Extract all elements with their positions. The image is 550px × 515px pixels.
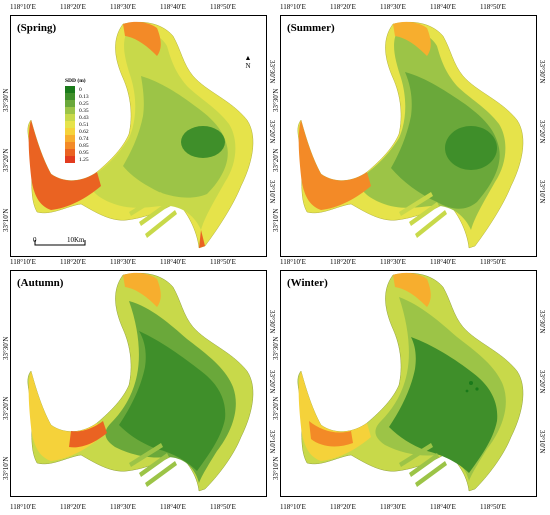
lon-tick: 118°10′E — [10, 503, 36, 511]
legend-swatch — [65, 107, 75, 114]
legend-swatch — [65, 142, 75, 149]
lon-tick: 118°20′E — [330, 503, 356, 511]
lon-tick: 118°40′E — [430, 258, 456, 266]
lake-map-winter — [297, 272, 524, 492]
legend-swatch — [65, 100, 75, 107]
lat-tick: 33°20′N — [538, 120, 546, 144]
lon-tick: 118°30′E — [110, 3, 136, 11]
lake-map-summer — [297, 21, 524, 249]
legend-swatch — [65, 135, 75, 142]
lat-tick: 33°10′N — [268, 180, 276, 204]
map-panel-winter: (Winter) — [280, 270, 537, 497]
lon-tick: 118°30′E — [110, 258, 136, 266]
legend-entry: 0 — [65, 86, 89, 93]
lon-tick: 118°10′E — [280, 3, 306, 11]
lon-tick: 118°30′E — [380, 503, 406, 511]
lat-tick: 33°30′N — [268, 60, 276, 84]
lon-tick: 118°30′E — [380, 3, 406, 11]
scale-start: 0 — [33, 236, 37, 244]
lat-tick: 33°20′N — [268, 120, 276, 144]
lon-tick: 118°10′E — [10, 258, 36, 266]
lat-tick: 33°30′N — [538, 310, 546, 334]
sdd-legend: SDD (m) 0 0.13 0.25 0.35 0.43 0.51 0.62 … — [65, 78, 89, 163]
lat-tick: 33°30′N — [538, 60, 546, 84]
north-arrow: ▲ N — [241, 54, 255, 70]
lon-tick: 118°10′E — [280, 258, 306, 266]
season-label: (Winter) — [287, 277, 328, 289]
lat-tick: 33°30′N — [268, 310, 276, 334]
lon-tick: 118°30′E — [110, 503, 136, 511]
lon-tick: 118°10′E — [280, 503, 306, 511]
lat-tick: 33°30′N — [2, 88, 10, 112]
legend-swatch — [65, 93, 75, 100]
lat-tick: 33°30′N — [2, 336, 10, 360]
lat-tick: 33°30′N — [272, 336, 280, 360]
legend-swatch — [65, 128, 75, 135]
legend-title: SDD (m) — [65, 78, 86, 84]
lat-tick: 33°30′N — [272, 88, 280, 112]
lon-tick: 118°40′E — [160, 3, 186, 11]
lon-tick: 118°50′E — [210, 503, 236, 511]
season-label: (Summer) — [287, 22, 335, 34]
lat-tick: 33°10′N — [538, 430, 546, 454]
lat-tick: 33°20′N — [538, 370, 546, 394]
lon-tick: 118°50′E — [480, 258, 506, 266]
lat-tick: 33°20′N — [272, 148, 280, 172]
lon-tick: 118°30′E — [380, 258, 406, 266]
lat-tick: 33°20′N — [2, 396, 10, 420]
legend-swatch — [65, 114, 75, 121]
lat-tick: 33°20′N — [272, 396, 280, 420]
lake-map-spring — [27, 21, 254, 249]
legend-entry: 1.25 — [65, 156, 89, 163]
lon-tick: 118°20′E — [60, 258, 86, 266]
lon-tick: 118°40′E — [430, 3, 456, 11]
lat-tick: 33°10′N — [538, 180, 546, 204]
lon-tick: 118°50′E — [480, 503, 506, 511]
legend-swatch — [65, 156, 75, 163]
legend-entry: 0.43 — [65, 114, 89, 121]
map-panel-autumn: (Autumn) — [10, 270, 267, 497]
lon-tick: 118°50′E — [210, 3, 236, 11]
legend-swatch — [65, 86, 75, 93]
legend-entry: 0.95 — [65, 149, 89, 156]
north-arrow-icon: ▲ — [244, 54, 252, 62]
season-label: (Autumn) — [17, 277, 64, 289]
legend-entry: 0.51 — [65, 121, 89, 128]
legend-entry: 0.25 — [65, 100, 89, 107]
lon-tick: 118°50′E — [480, 3, 506, 11]
lon-tick: 118°20′E — [330, 3, 356, 11]
lat-tick: 33°20′N — [2, 148, 10, 172]
legend-entry: 0.35 — [65, 107, 89, 114]
lon-tick: 118°40′E — [430, 503, 456, 511]
legend-swatch — [65, 121, 75, 128]
legend-entry: 0.85 — [65, 142, 89, 149]
lon-tick: 118°40′E — [160, 258, 186, 266]
scale-bar-line — [34, 240, 86, 246]
lon-tick: 118°50′E — [210, 258, 236, 266]
legend-swatch — [65, 149, 75, 156]
lat-tick: 33°20′N — [268, 370, 276, 394]
season-label: (Spring) — [17, 22, 57, 34]
scale-end: 10Km — [67, 236, 85, 244]
lon-tick: 118°20′E — [330, 258, 356, 266]
legend-entry: 0.13 — [65, 93, 89, 100]
legend-entry: 0.62 — [65, 128, 89, 135]
map-panel-summer: (Summer) — [280, 15, 537, 257]
lon-tick: 118°20′E — [60, 503, 86, 511]
lake-map-autumn — [27, 272, 254, 492]
north-label: N — [245, 62, 251, 70]
legend-entry: 0.74 — [65, 135, 89, 142]
lon-tick: 118°10′E — [10, 3, 36, 11]
lat-tick: 33°10′N — [2, 208, 10, 232]
lat-tick: 33°10′N — [2, 456, 10, 480]
map-panel-spring: (Spring) ▲ N SDD (m) 0 0.13 0.25 0.35 0.… — [10, 15, 267, 257]
lat-tick: 33°10′N — [272, 456, 280, 480]
lat-tick: 33°10′N — [268, 430, 276, 454]
lon-tick: 118°20′E — [60, 3, 86, 11]
lat-tick: 33°10′N — [272, 208, 280, 232]
lon-tick: 118°40′E — [160, 503, 186, 511]
